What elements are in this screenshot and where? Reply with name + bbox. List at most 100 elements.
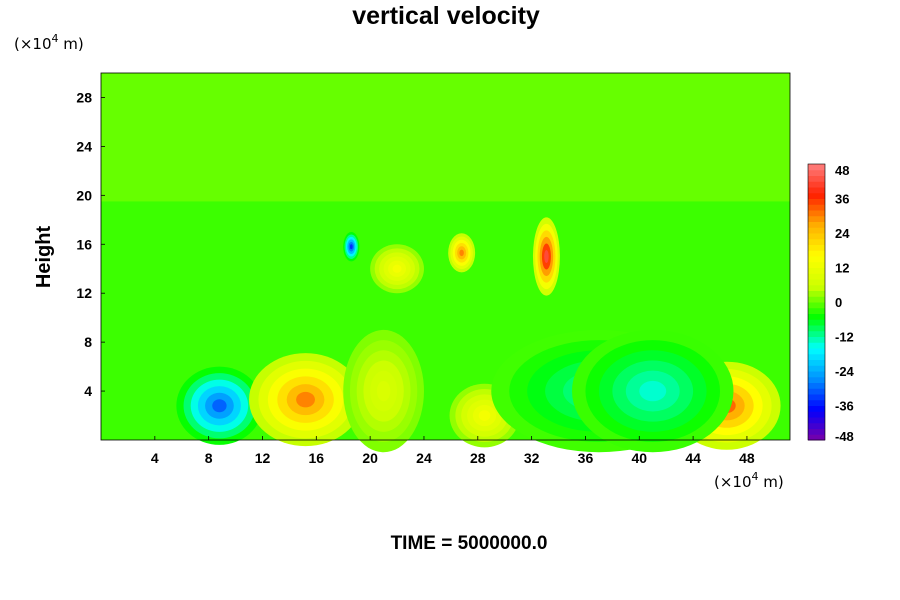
- colorbar-band: [808, 382, 825, 389]
- colorbar-tick-label: -48: [835, 429, 854, 444]
- y-axis-label: Height: [33, 226, 55, 289]
- colorbar-band: [808, 428, 825, 435]
- field-contour: [459, 249, 464, 257]
- colorbar-band: [808, 192, 825, 199]
- colorbar-band: [808, 434, 825, 441]
- x-tick-label: 36: [578, 450, 594, 466]
- colorbar-band: [808, 284, 825, 291]
- colorbar: [807, 163, 826, 441]
- field-feature: [532, 217, 560, 296]
- colorbar-band: [808, 411, 825, 418]
- y-tick-label: 8: [84, 334, 92, 350]
- colorbar-band: [808, 376, 825, 383]
- y-axis-ticks: 4 8 12 16 20 24 28: [76, 89, 105, 399]
- colorbar-band: [808, 290, 825, 297]
- colorbar-band: [808, 399, 825, 406]
- x-axis-ticks: 4 8 12 16 20 24 28 32 36 40 44 48: [151, 436, 755, 466]
- colorbar-band: [808, 365, 825, 372]
- x-tick-label: 20: [362, 450, 378, 466]
- y-axis-unit: (×104 m): [14, 32, 84, 53]
- x-tick-label: 28: [470, 450, 486, 466]
- colorbar-band: [808, 256, 825, 263]
- colorbar-band: [808, 422, 825, 429]
- colorbar-band: [808, 273, 825, 280]
- x-tick-label: 48: [739, 450, 755, 466]
- plot-area: [101, 73, 790, 453]
- colorbar-tick-label: 0: [835, 295, 842, 310]
- field-contour: [349, 244, 353, 250]
- colorbar-band: [808, 233, 825, 240]
- field-contour: [212, 399, 227, 413]
- x-tick-label: 40: [631, 450, 647, 466]
- colorbar-tick-label: -12: [835, 330, 854, 345]
- colorbar-band: [808, 210, 825, 217]
- field-contour: [478, 410, 491, 421]
- x-tick-label: 44: [685, 450, 701, 466]
- field-feature: [343, 329, 424, 453]
- colorbar-band: [808, 181, 825, 188]
- colorbar-band: [808, 169, 825, 176]
- field-feature: [343, 232, 360, 262]
- colorbar-band: [808, 164, 825, 171]
- field-contour: [296, 391, 315, 408]
- colorbar-band: [808, 302, 825, 309]
- field-contour: [639, 380, 667, 402]
- colorbar-band: [808, 394, 825, 401]
- colorbar-band: [808, 353, 825, 360]
- field-feature: [370, 244, 424, 294]
- x-tick-label: 16: [309, 450, 325, 466]
- colorbar-band: [808, 187, 825, 194]
- colorbar-band: [808, 198, 825, 205]
- field-feature: [448, 233, 476, 273]
- colorbar-band: [808, 371, 825, 378]
- colorbar-band: [808, 250, 825, 257]
- field-contour: [376, 380, 391, 402]
- y-tick-label: 24: [76, 138, 92, 154]
- x-tick-label: 8: [205, 450, 213, 466]
- colorbar-band: [808, 342, 825, 349]
- colorbar-band: [808, 388, 825, 395]
- colorbar-tick-label: 48: [835, 163, 849, 178]
- colorbar-band: [808, 238, 825, 245]
- chart-title: vertical velocity: [352, 2, 540, 30]
- y-tick-label: 20: [76, 187, 92, 203]
- colorbar-band: [808, 244, 825, 251]
- colorbar-band: [808, 296, 825, 303]
- colorbar-band: [808, 279, 825, 286]
- colorbar-band: [808, 227, 825, 234]
- colorbar-tick-label: -36: [835, 399, 854, 414]
- colorbar-frame: [807, 163, 826, 441]
- time-label: TIME = 5000000.0: [391, 533, 548, 554]
- colorbar-ticks: 48 36 24 12 0 -12 -24 -36 -48: [835, 163, 855, 444]
- colorbar-band: [808, 307, 825, 314]
- y-tick-label: 4: [84, 383, 92, 399]
- colorbar-band: [808, 359, 825, 366]
- colorbar-band: [808, 261, 825, 268]
- x-tick-label: 32: [524, 450, 540, 466]
- colorbar-band: [808, 313, 825, 320]
- colorbar-tick-label: 24: [835, 226, 850, 241]
- colorbar-band: [808, 417, 825, 424]
- colorbar-band: [808, 221, 825, 228]
- colorbar-band: [808, 405, 825, 412]
- y-tick-label: 16: [76, 236, 92, 252]
- y-tick-label: 12: [76, 285, 92, 301]
- field-contour: [544, 249, 549, 264]
- colorbar-tick-label: 36: [835, 192, 849, 207]
- colorbar-tick-label: -24: [835, 364, 855, 379]
- x-tick-label: 24: [416, 450, 432, 466]
- colorbar-band: [808, 319, 825, 326]
- colorbar-band: [808, 267, 825, 274]
- field-feature: [249, 353, 363, 447]
- x-tick-label: 4: [151, 450, 159, 466]
- field-contour: [392, 264, 402, 273]
- colorbar-band: [808, 348, 825, 355]
- colorbar-band: [808, 330, 825, 337]
- x-tick-label: 12: [255, 450, 271, 466]
- colorbar-band: [808, 336, 825, 343]
- colorbar-band: [808, 175, 825, 182]
- field-feature: [176, 366, 263, 445]
- plot-frame: [100, 72, 791, 441]
- field-feature: [571, 329, 734, 453]
